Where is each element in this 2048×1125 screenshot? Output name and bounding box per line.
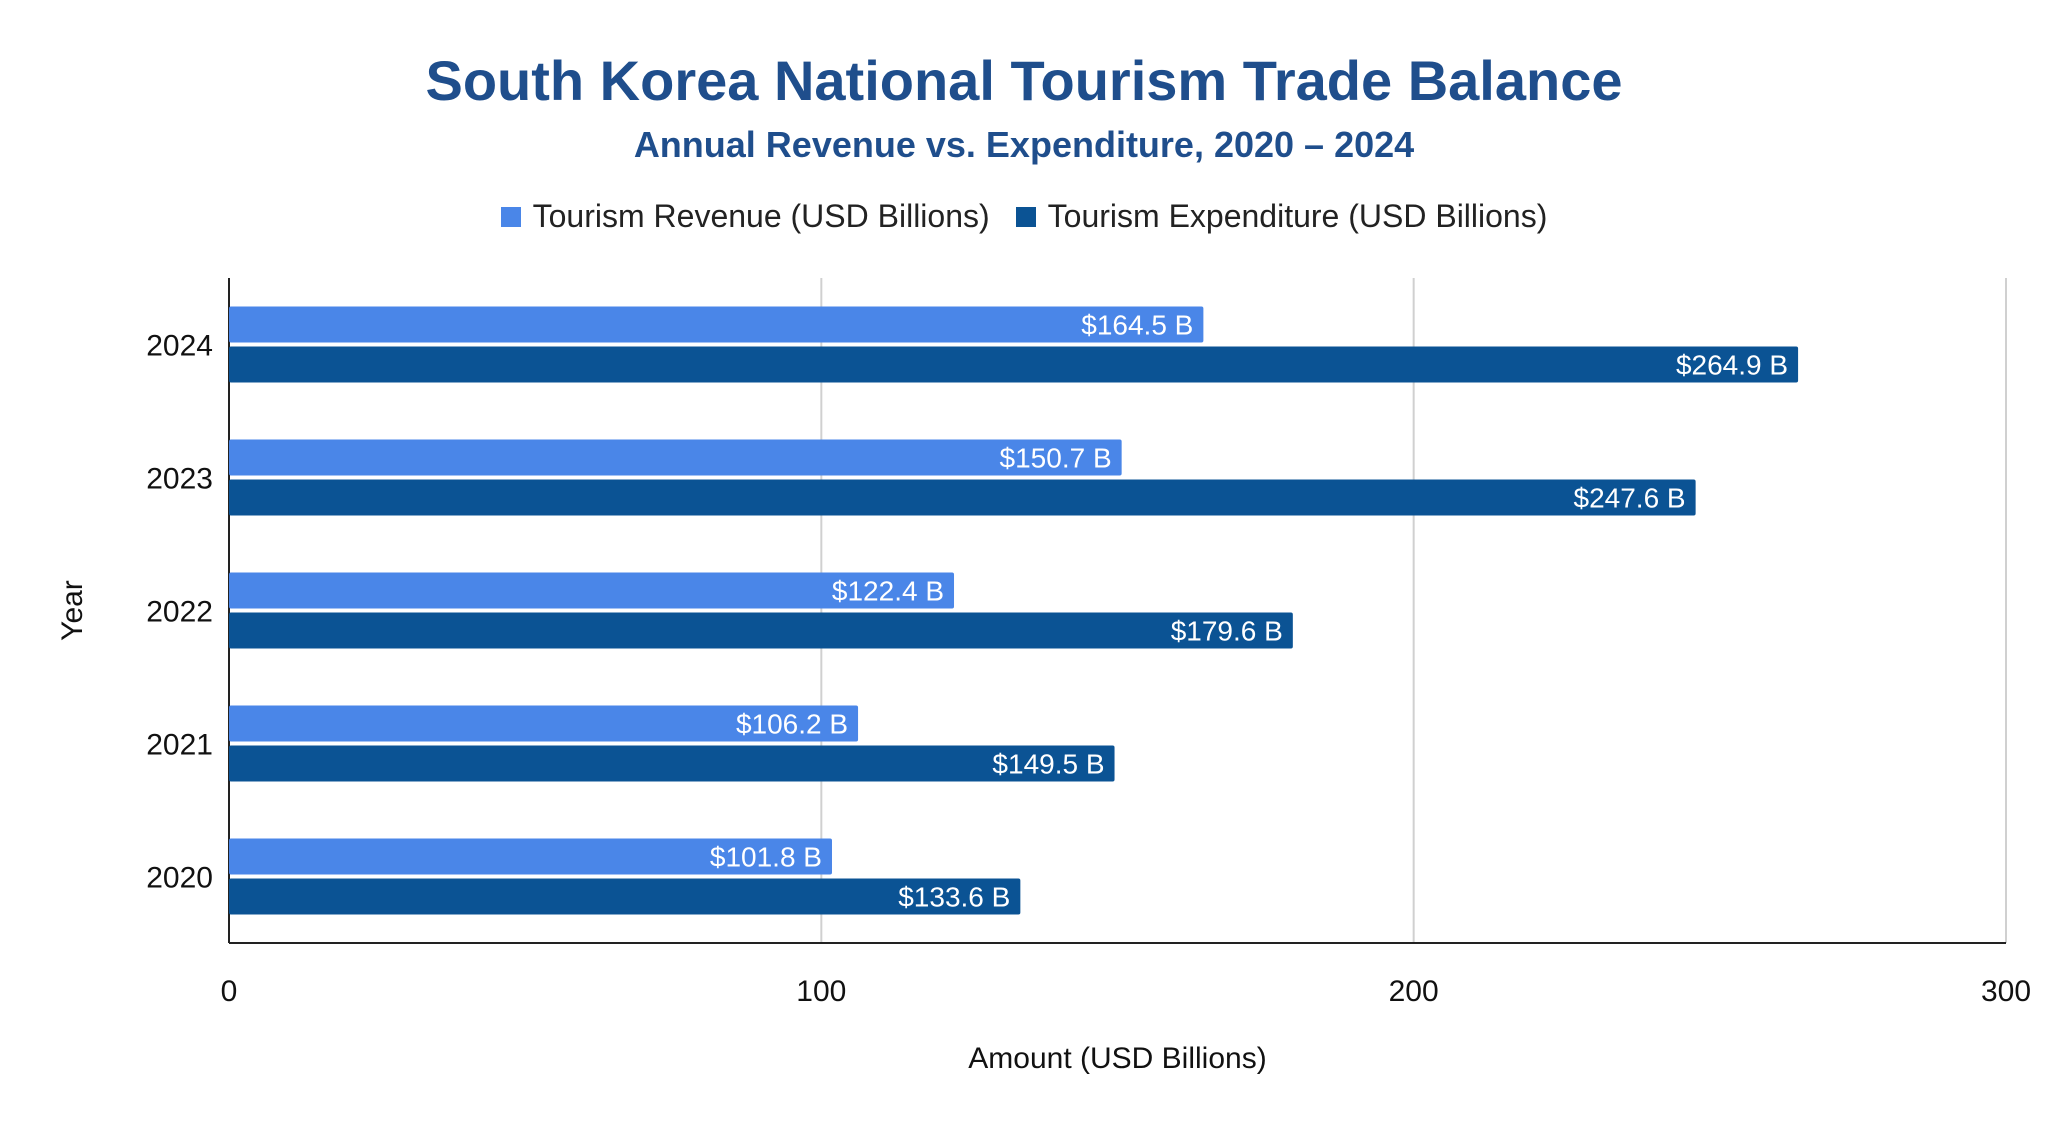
x-tick-label: 200 [1389, 975, 1439, 1008]
chart-title: South Korea National Tourism Trade Balan… [425, 49, 1623, 112]
x-axis-title: Amount (USD Billions) [968, 1042, 1266, 1075]
data-label-revenue: $101.8 B [710, 842, 822, 873]
data-label-revenue: $122.4 B [832, 576, 944, 607]
y-axis-title: Year [56, 580, 89, 641]
data-label-revenue: $164.5 B [1081, 310, 1193, 341]
bar-expenditure [229, 479, 1696, 516]
x-tick-label: 300 [1981, 975, 2031, 1008]
data-label-expenditure: $247.6 B [1574, 483, 1686, 514]
bar-revenue [229, 439, 1122, 476]
data-label-revenue: $106.2 B [736, 709, 848, 740]
x-tick-label: 0 [221, 975, 238, 1008]
legend-item-expenditure[interactable]: Tourism Expenditure (USD Billions) [1015, 198, 1548, 235]
legend-swatch-expenditure [1015, 206, 1036, 227]
legend-label-revenue: Tourism Revenue (USD Billions) [532, 198, 990, 234]
data-label-expenditure: $133.6 B [898, 882, 1010, 913]
legend-label-expenditure: Tourism Expenditure (USD Billions) [1047, 198, 1548, 234]
bar-expenditure [229, 878, 1021, 915]
y-tick-label: 2024 [146, 330, 213, 363]
data-label-expenditure: $264.9 B [1676, 350, 1788, 381]
data-label-expenditure: $149.5 B [992, 749, 1104, 780]
y-tick-label: 2021 [146, 729, 213, 762]
data-label-revenue: $150.7 B [1000, 443, 1112, 474]
legend-swatch-revenue [500, 206, 521, 227]
legend-item-revenue[interactable]: Tourism Revenue (USD Billions) [500, 198, 990, 235]
bar-expenditure [229, 346, 1799, 383]
chart-subtitle: Annual Revenue vs. Expenditure, 2020 – 2… [633, 124, 1415, 165]
data-label-expenditure: $179.6 B [1171, 616, 1283, 647]
bar-revenue [229, 705, 859, 742]
bar-revenue [229, 838, 832, 875]
bar-expenditure [229, 745, 1115, 782]
x-tick-label: 100 [796, 975, 846, 1008]
y-tick-label: 2023 [146, 463, 213, 496]
bar-revenue [229, 572, 955, 609]
y-tick-label: 2022 [146, 596, 213, 629]
bar-revenue [229, 306, 1204, 343]
bar-expenditure [229, 612, 1293, 649]
y-tick-label: 2020 [146, 862, 213, 895]
legend: Tourism Revenue (USD Billions) Tourism E… [0, 198, 2048, 235]
